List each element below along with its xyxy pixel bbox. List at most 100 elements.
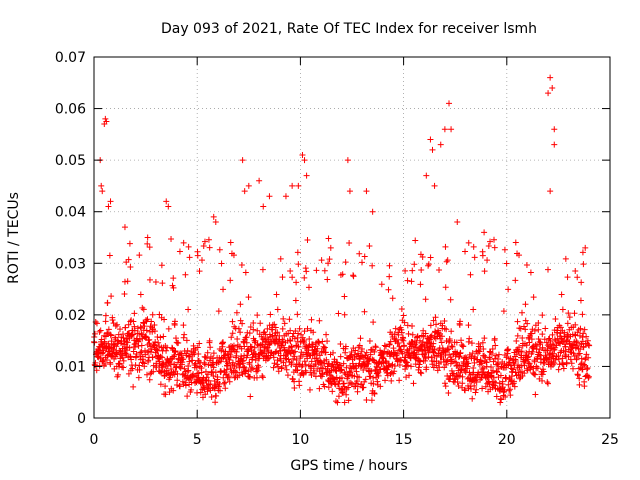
data-point: [287, 268, 294, 275]
data-point: [574, 274, 581, 281]
data-point: [245, 182, 252, 189]
data-point: [467, 385, 474, 392]
data-point: [229, 330, 236, 337]
data-point: [321, 344, 328, 351]
data-point: [91, 330, 98, 337]
data-point: [512, 277, 519, 284]
data-point: [180, 239, 187, 246]
data-point: [412, 354, 419, 361]
data-point: [446, 337, 453, 344]
data-point: [529, 348, 536, 355]
data-point: [537, 352, 544, 359]
data-point: [287, 327, 294, 334]
data-point: [383, 343, 390, 350]
data-point: [391, 362, 398, 369]
data-point: [321, 383, 328, 390]
data-point: [213, 392, 220, 399]
data-point: [473, 378, 480, 385]
data-point: [237, 301, 244, 308]
data-point: [507, 392, 514, 399]
data-point: [93, 320, 100, 327]
data-point: [574, 372, 581, 379]
data-point: [304, 237, 311, 244]
data-point: [147, 343, 154, 350]
data-point: [201, 361, 208, 368]
data-point: [207, 344, 214, 351]
data-point: [466, 335, 473, 342]
data-point: [251, 344, 258, 351]
data-point: [99, 188, 106, 195]
data-point: [491, 244, 498, 251]
data-point: [582, 244, 589, 251]
data-point: [200, 243, 207, 250]
data-point: [572, 268, 579, 275]
data-point: [146, 340, 153, 347]
data-point: [280, 315, 287, 322]
data-point: [498, 396, 505, 403]
data-point: [454, 379, 461, 386]
data-point: [344, 157, 351, 164]
data-point: [135, 374, 142, 381]
data-point: [181, 365, 188, 372]
data-point: [149, 354, 156, 361]
data-point: [162, 383, 169, 390]
data-point: [495, 360, 502, 367]
data-point: [500, 308, 507, 315]
data-point: [176, 248, 183, 255]
data-point: [427, 254, 434, 261]
data-point: [523, 342, 530, 349]
data-point: [579, 311, 586, 318]
data-point: [320, 345, 327, 352]
data-point: [549, 331, 556, 338]
data-point: [580, 261, 587, 268]
data-point: [125, 321, 132, 328]
data-point: [583, 333, 590, 340]
data-point: [438, 333, 445, 340]
data-point: [335, 310, 342, 317]
data-point: [417, 369, 424, 376]
data-point: [160, 333, 167, 340]
y-tick-label: 0.07: [55, 50, 86, 66]
data-point: [487, 238, 494, 245]
data-point: [459, 380, 466, 387]
data-point: [227, 239, 234, 246]
data-point: [430, 349, 437, 356]
data-point: [556, 340, 563, 347]
data-point: [323, 331, 330, 338]
data-point: [339, 271, 346, 278]
data-point: [130, 383, 137, 390]
data-point: [484, 257, 491, 264]
data-point: [98, 350, 105, 357]
data-point: [126, 240, 133, 247]
data-point: [110, 346, 117, 353]
data-point: [448, 126, 455, 133]
data-point: [277, 255, 284, 262]
data-point: [295, 261, 302, 268]
data-point: [422, 357, 429, 364]
data-point: [334, 399, 341, 406]
data-point: [137, 349, 144, 356]
data-point: [442, 361, 449, 368]
data-point: [250, 326, 257, 333]
data-point: [220, 339, 227, 346]
data-point: [534, 365, 541, 372]
data-point: [112, 322, 119, 329]
data-point: [126, 344, 133, 351]
data-point: [505, 286, 512, 293]
data-point: [394, 350, 401, 357]
data-point: [520, 323, 527, 330]
data-point: [442, 284, 449, 291]
data-point: [159, 280, 166, 287]
data-point: [383, 359, 390, 366]
data-point: [157, 353, 164, 360]
data-point: [211, 377, 218, 384]
y-tick-label: 0.02: [55, 308, 86, 324]
data-point: [412, 237, 419, 244]
data-point: [481, 268, 488, 275]
data-point: [117, 326, 124, 333]
data-point: [356, 374, 363, 381]
data-point: [107, 198, 114, 205]
data-point: [447, 296, 454, 303]
data-point: [177, 365, 184, 372]
data-point: [470, 306, 477, 313]
